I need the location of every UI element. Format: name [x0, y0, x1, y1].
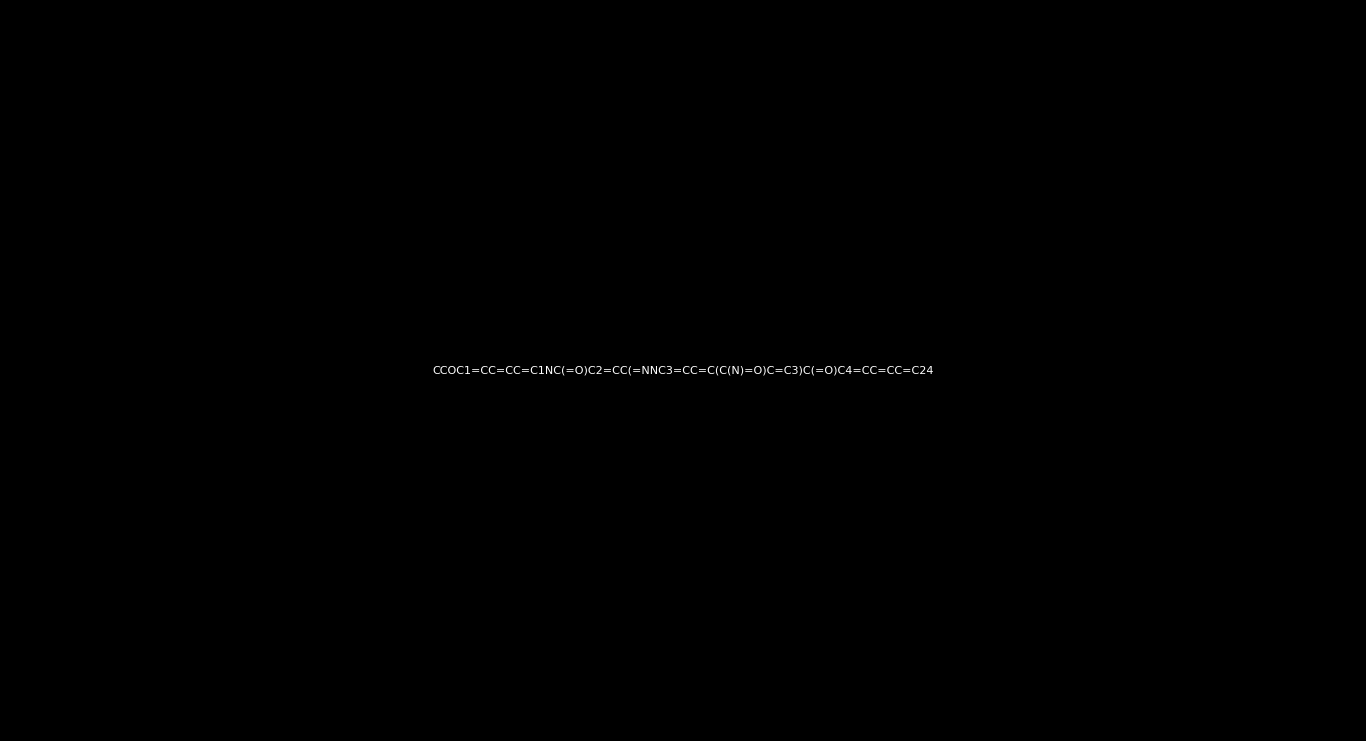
Text: CCOC1=CC=CC=C1NC(=O)C2=CC(=NNC3=CC=C(C(N)=O)C=C3)C(=O)C4=CC=CC=C24: CCOC1=CC=CC=C1NC(=O)C2=CC(=NNC3=CC=C(C(N… [432, 365, 934, 376]
